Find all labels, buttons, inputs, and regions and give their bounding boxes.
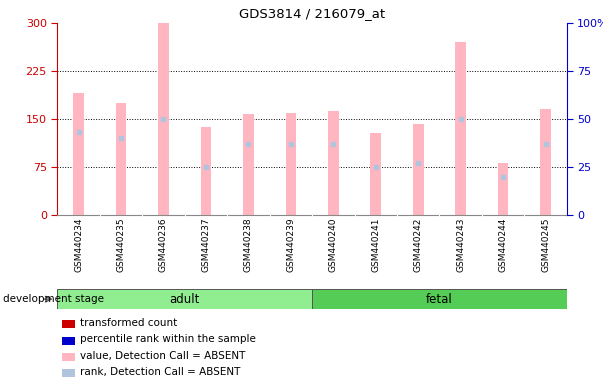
Text: GSM440238: GSM440238 [244, 217, 253, 272]
Bar [158, 23, 169, 215]
Bar [201, 127, 211, 215]
Text: GSM440240: GSM440240 [329, 217, 338, 272]
Bar [62, 353, 75, 361]
Bar [116, 103, 126, 215]
Title: GDS3814 / 216079_at: GDS3814 / 216079_at [239, 7, 385, 20]
Point [159, 116, 168, 122]
Point [74, 129, 83, 136]
Text: GSM440245: GSM440245 [541, 217, 550, 272]
Bar [413, 124, 423, 215]
Bar [73, 93, 84, 215]
Text: adult: adult [169, 293, 200, 306]
Text: GSM440244: GSM440244 [499, 217, 508, 271]
Text: GSM440239: GSM440239 [286, 217, 295, 272]
Text: GSM440236: GSM440236 [159, 217, 168, 272]
Point [456, 116, 466, 122]
Text: rank, Detection Call = ABSENT: rank, Detection Call = ABSENT [80, 367, 241, 377]
Point [286, 141, 295, 147]
Bar [328, 111, 339, 215]
Text: value, Detection Call = ABSENT: value, Detection Call = ABSENT [80, 351, 245, 361]
Point [414, 160, 423, 166]
Bar [285, 113, 296, 215]
Text: GSM440237: GSM440237 [201, 217, 210, 272]
Text: fetal: fetal [426, 293, 453, 306]
Text: GSM440243: GSM440243 [456, 217, 465, 272]
Point [541, 141, 551, 147]
Bar [370, 133, 381, 215]
Point [371, 164, 380, 170]
Bar [243, 114, 254, 215]
Point [244, 141, 253, 147]
Text: GSM440235: GSM440235 [116, 217, 125, 272]
Bar [62, 369, 75, 377]
Bar [455, 42, 466, 215]
Point [329, 141, 338, 147]
Text: percentile rank within the sample: percentile rank within the sample [80, 334, 256, 344]
Text: development stage: development stage [3, 294, 104, 304]
Bar [498, 162, 508, 215]
Text: GSM440242: GSM440242 [414, 217, 423, 271]
Bar [540, 109, 551, 215]
Bar [57, 289, 312, 309]
Bar [312, 289, 567, 309]
Bar [62, 337, 75, 344]
Point [201, 164, 210, 170]
Point [498, 174, 508, 180]
Point [116, 135, 126, 141]
Text: transformed count: transformed count [80, 318, 177, 328]
Text: GSM440241: GSM440241 [371, 217, 380, 272]
Text: GSM440234: GSM440234 [74, 217, 83, 272]
Bar [62, 320, 75, 328]
